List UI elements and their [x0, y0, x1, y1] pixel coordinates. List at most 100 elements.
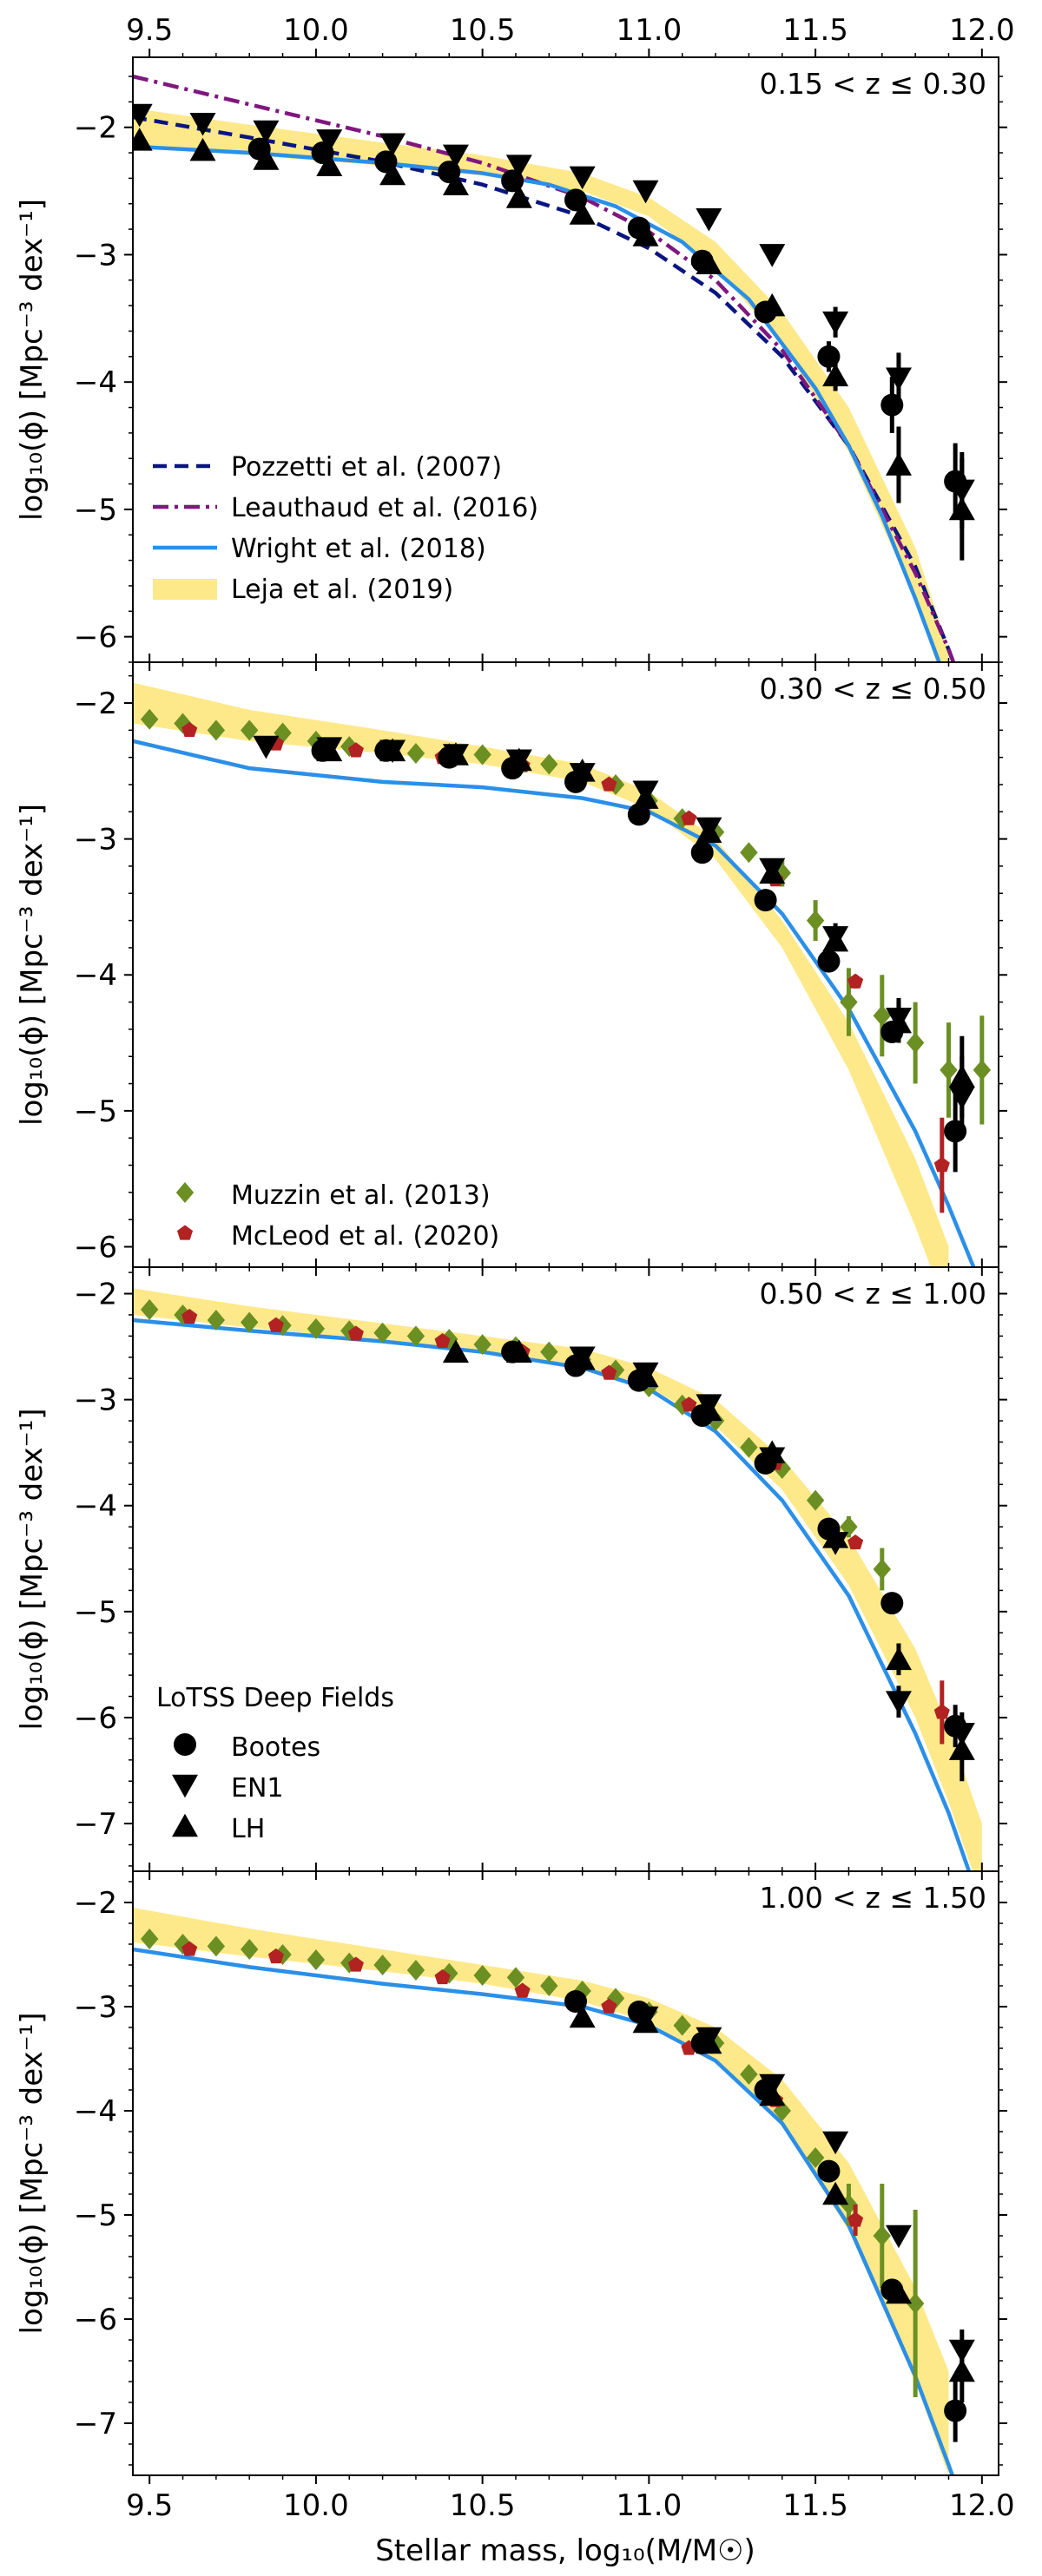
lh-point: [759, 292, 786, 317]
en1-point: [442, 144, 469, 168]
en1-point: [253, 120, 280, 144]
muzzin-point: [140, 708, 159, 730]
muzzin-point: [540, 753, 558, 775]
muzzin-point: [373, 1322, 392, 1344]
y-axis-label: log₁₀(ϕ) [Mpc⁻³ dex⁻¹]: [15, 804, 49, 1126]
x-tick-label: 10.5: [450, 2488, 516, 2523]
mcleod-point: [181, 721, 198, 738]
leja-band: [133, 682, 949, 1267]
lh-point: [885, 1009, 912, 1034]
lh-point: [442, 742, 469, 766]
y-tick-label: −5: [74, 1094, 117, 1129]
y-tick-label: −4: [74, 365, 117, 400]
muzzin-point: [406, 742, 425, 764]
mcleod-point: [847, 1534, 864, 1550]
lh-point: [948, 496, 975, 521]
x-tick-label-top: 9.5: [126, 13, 173, 48]
mcleod-point: [267, 1948, 284, 1964]
en1-point: [253, 735, 280, 759]
mcleod-point: [847, 973, 864, 989]
muzzin-point: [906, 2293, 925, 2314]
x-tick-label-top: 10.0: [283, 13, 349, 48]
muzzin-point: [573, 1981, 591, 2001]
lh-point: [885, 2280, 912, 2304]
muzzin-point: [241, 1311, 259, 1333]
x-axis: [148, 654, 983, 1276]
muzzin-point: [307, 1949, 326, 1970]
redshift-label: 1.00 < z ≤ 1.50: [759, 1881, 986, 1915]
y-axis-label: log₁₀(ϕ) [Mpc⁻³ dex⁻¹]: [15, 1409, 49, 1731]
mcleod-point: [601, 1364, 617, 1380]
panel-frame: [132, 1870, 999, 2476]
y-tick-label: −7: [74, 1807, 117, 1842]
lh-point: [569, 1346, 596, 1370]
bootes-point: [944, 2399, 967, 2422]
muzzin-point: [140, 1929, 159, 1949]
muzzin-point: [806, 1489, 825, 1511]
y-tick-label: −3: [74, 238, 117, 273]
y-axis-label: log₁₀(ϕ) [Mpc⁻³ dex⁻¹]: [15, 199, 49, 521]
legend-label: Muzzin et al. (2013): [231, 1180, 491, 1211]
muzzin-point: [740, 1436, 758, 1458]
legend-label: Leja et al. (2019): [231, 575, 453, 605]
mcleod-point: [933, 1704, 950, 1719]
x-tick-label: 10.0: [283, 2488, 349, 2523]
y-axis-label: log₁₀(ϕ) [Mpc⁻³ dex⁻¹]: [15, 2013, 49, 2335]
lh-point: [505, 747, 532, 772]
y-tick-label: −4: [74, 1489, 117, 1524]
en1-point: [505, 154, 532, 178]
muzzin-point: [673, 2014, 691, 2036]
legend: LoTSS Deep Fields Bootes EN1 LH: [156, 1683, 394, 1844]
legend-label: EN1: [231, 1773, 283, 1804]
muzzin-point: [373, 1955, 392, 1975]
muzzin-point: [873, 1005, 891, 1027]
muzzin-point: [840, 1516, 858, 1538]
y-axis: −2 −3 −4 −5 −6 −7: [74, 1272, 1007, 1867]
bootes-point: [754, 889, 777, 912]
legend: Pozzetti et al. (2007) Leauthaud et al. (…: [153, 452, 538, 605]
en1-point: [885, 2224, 912, 2249]
muzzin-point: [740, 842, 758, 864]
chart-panel-1: −2 −3 −4 −5 −6 9.5 10.0 10.5 11.0 11.5 12.0 log₁₀(ϕ…: [15, 13, 1015, 671]
muzzin-point: [473, 1965, 491, 1986]
lh-point: [632, 1364, 659, 1388]
legend-label: Leauthaud et al. (2016): [231, 493, 538, 523]
lh-point: [632, 785, 659, 809]
y-tick-label: −5: [74, 493, 117, 528]
y-tick-label: −2: [74, 1886, 117, 1921]
lh-point: [696, 2030, 722, 2054]
en1-point: [696, 208, 722, 232]
en1-point: [759, 244, 786, 267]
lh-point: [696, 251, 722, 275]
muzzin-point: [973, 1059, 992, 1081]
muzzin-point: [241, 720, 259, 741]
mcleod-point: [601, 776, 617, 792]
bootes-point: [690, 841, 714, 864]
muzzin-point: [241, 1939, 259, 1960]
legend-swatch-marker: [172, 1813, 198, 1837]
lh-point: [133, 128, 153, 151]
x-tick-label-top: 12.0: [949, 13, 1015, 48]
muzzin-point: [906, 1032, 925, 1054]
lh-point: [759, 860, 786, 884]
mcleod-point: [847, 2211, 864, 2227]
lh-point: [822, 1525, 849, 1548]
legend-swatch-marker: [174, 1733, 196, 1756]
lh-series: [316, 738, 975, 1118]
mcleod-point: [181, 1308, 198, 1324]
lh-point: [379, 738, 406, 762]
redshift-label: 0.30 < z ≤ 0.50: [759, 672, 986, 706]
muzzin-point: [406, 1325, 425, 1347]
mcleod-point: [347, 1956, 364, 1972]
en1-point: [822, 2131, 849, 2155]
mcleod-point: [347, 742, 364, 758]
legend-label: Wright et al. (2018): [231, 534, 486, 564]
lh-series: [569, 2004, 975, 2402]
lh-point: [885, 452, 912, 476]
mcleod-point: [681, 810, 697, 825]
en1-point: [885, 367, 912, 391]
lh-point: [948, 2358, 975, 2382]
mcleod-point: [347, 1325, 364, 1341]
en1-point: [316, 129, 343, 153]
